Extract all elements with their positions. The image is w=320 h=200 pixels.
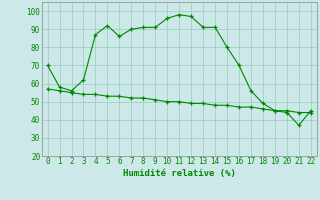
X-axis label: Humidité relative (%): Humidité relative (%) <box>123 169 236 178</box>
